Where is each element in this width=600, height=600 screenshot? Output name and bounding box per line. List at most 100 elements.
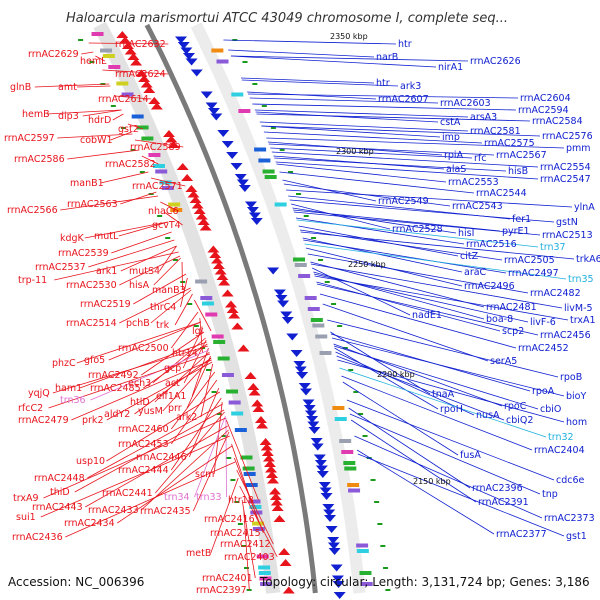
left-connector: [106, 361, 213, 421]
category-feature: [238, 109, 251, 113]
gene-label: cbiQ2: [506, 415, 533, 426]
gene-label: thiD: [50, 487, 70, 498]
reverse-feature: [322, 504, 335, 511]
reverse-feature: [332, 581, 345, 588]
right-connector: [339, 367, 547, 438]
gene-label: trxA1: [570, 315, 596, 326]
reverse-feature: [275, 295, 288, 302]
gene-label: fusA: [460, 450, 481, 461]
category-feature: [356, 549, 369, 553]
category-feature: [148, 153, 161, 157]
right-connector: [255, 111, 439, 123]
forward-feature: [195, 212, 208, 220]
reverse-feature: [294, 366, 307, 374]
trna-label: trn37: [540, 242, 566, 253]
tick-mark: [370, 479, 376, 481]
category-feature: [294, 263, 307, 267]
right-connector: [302, 237, 463, 273]
gene-label: glnB: [10, 82, 31, 93]
reverse-feature: [236, 179, 249, 187]
tick-mark: [241, 545, 247, 547]
reverse-feature: [210, 113, 223, 121]
left-connector: [114, 95, 152, 100]
forward-feature: [176, 163, 189, 170]
gene-label: rpiA: [444, 150, 464, 161]
left-connector: [57, 133, 133, 139]
forward-feature: [127, 53, 140, 60]
gene-label: rrnAC2391: [478, 497, 529, 508]
category-feature: [121, 92, 134, 97]
forward-feature: [207, 245, 220, 253]
reverse-feature: [281, 317, 294, 324]
forward-feature: [266, 471, 279, 478]
gene-label: rrnAC2589: [130, 142, 181, 153]
gene-label: livM-5: [564, 303, 593, 314]
left-connector: [65, 461, 236, 538]
right-connector: [271, 151, 539, 168]
label-connectors: [34, 39, 575, 591]
category-feature: [258, 565, 271, 570]
category-feature: [258, 158, 271, 163]
category-feature: [250, 510, 263, 515]
tick-mark: [348, 369, 354, 371]
forward-feature: [197, 218, 210, 225]
right-connector: [296, 219, 539, 248]
category-feature: [334, 417, 347, 421]
gene-label: rrnAC2404: [534, 445, 585, 456]
reverse-feature: [267, 267, 280, 275]
right-connector: [263, 131, 483, 144]
right-connector: [240, 77, 375, 84]
gene-label: rfcC2: [18, 403, 43, 414]
reverse-feature: [293, 361, 306, 368]
forward-feature: [119, 36, 132, 44]
left-connector: [141, 155, 159, 165]
forward-feature: [260, 443, 273, 451]
tick-mark: [237, 523, 243, 525]
tick-mark: [230, 479, 236, 481]
forward-feature: [256, 421, 269, 429]
right-connector: [300, 231, 575, 260]
left-connector: [110, 131, 132, 141]
gene-label: gst2: [118, 124, 139, 135]
left-connector: [46, 109, 122, 115]
forward-feature: [248, 388, 261, 396]
gene-label: rrnAC2544: [476, 188, 527, 199]
right-connector: [342, 381, 459, 456]
category-feature: [312, 323, 325, 328]
gene-label: rrnAC2603: [440, 98, 491, 109]
reverse-feature: [328, 548, 341, 555]
gene-label: ylnA: [574, 202, 595, 213]
feature-tracks: [78, 21, 391, 599]
gene-label: trk: [156, 320, 170, 331]
forward-feature: [165, 135, 178, 143]
forward-feature: [189, 196, 202, 203]
gene-label: rrnAC2497: [508, 268, 559, 279]
right-connector: [241, 79, 399, 87]
gene-label: rrnAC2513: [542, 230, 593, 241]
gene-label: rrnAC2528: [392, 224, 443, 235]
gene-label: rrnAC2582: [105, 159, 156, 170]
left-connector: [112, 113, 124, 121]
gene-label: gstN: [556, 217, 578, 228]
gene-label: rrnAC2505: [504, 255, 555, 266]
forward-feature: [116, 31, 129, 38]
gene-label: htr14: [172, 348, 198, 359]
forward-feature: [268, 487, 281, 495]
reverse-feature: [230, 163, 243, 170]
gene-label: ark1: [96, 266, 117, 277]
tick-mark: [296, 193, 302, 195]
left-connector: [95, 55, 105, 62]
left-connector: [225, 417, 227, 498]
gene-label: rrnAC2597: [4, 133, 55, 144]
gene-label: rrnAC2581: [470, 126, 521, 137]
left-connector: [150, 177, 186, 187]
category-feature: [201, 301, 214, 306]
tick-mark: [226, 457, 232, 459]
tick-mark: [358, 413, 364, 415]
right-connector: [279, 171, 475, 194]
right-connector: [274, 157, 507, 172]
gene-label: rpoB: [560, 372, 582, 383]
gene-label: rpoH: [440, 404, 463, 415]
right-connector: [356, 449, 495, 535]
tick-mark: [242, 61, 248, 63]
